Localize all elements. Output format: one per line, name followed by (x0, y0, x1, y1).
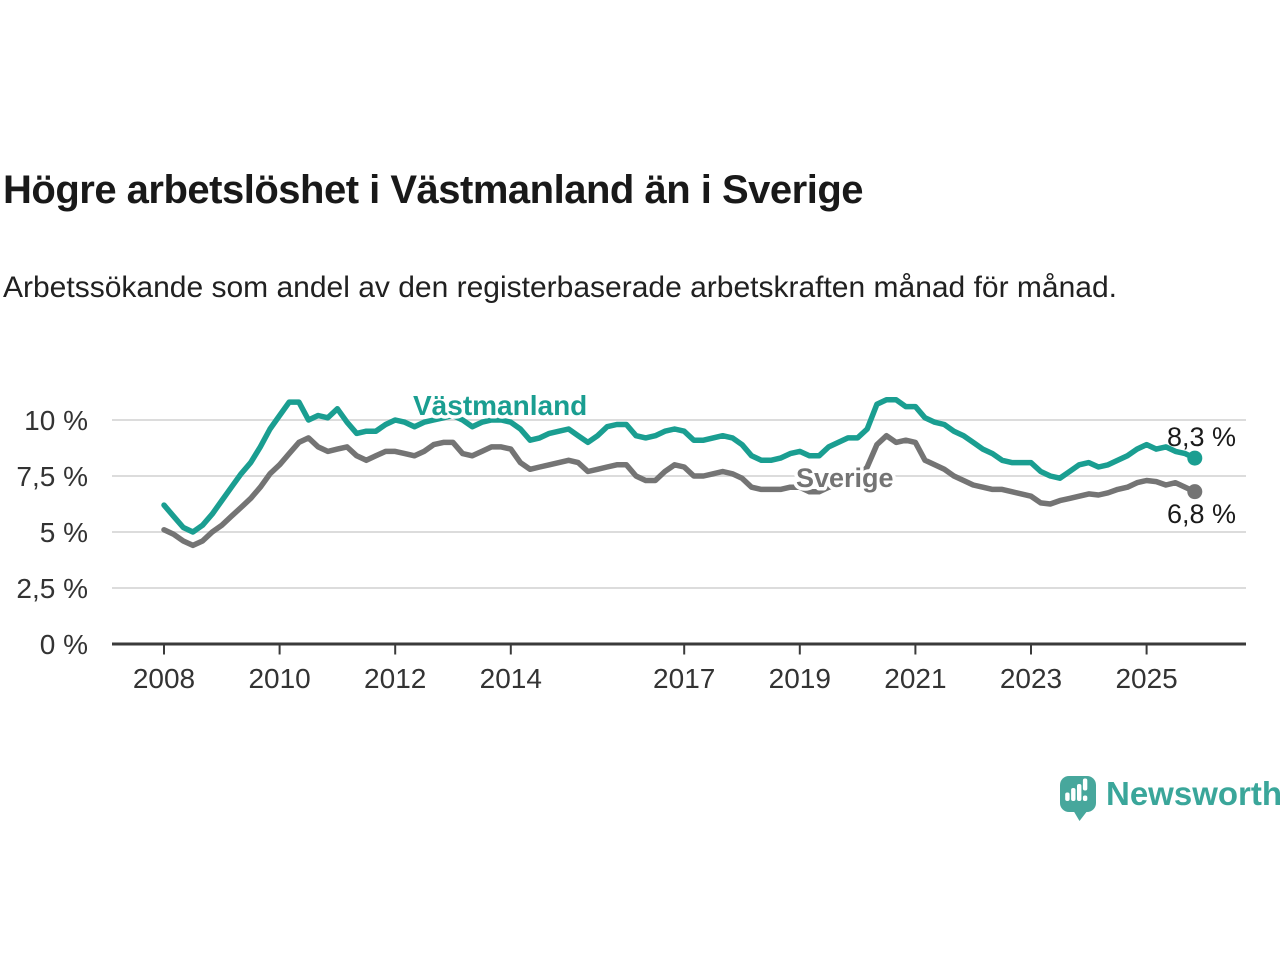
x-tick-label: 2012 (364, 663, 426, 694)
x-tick-label: 2019 (769, 663, 831, 694)
newsworthy-brand: Newsworthy (1106, 775, 1280, 812)
series-line-sverige (161, 432, 1198, 549)
y-tick-label: 5 % (40, 517, 88, 548)
y-tick-label: 2,5 % (16, 573, 88, 604)
x-tick-label: 2025 (1115, 663, 1177, 694)
series-end-dot-västmanland (1187, 450, 1203, 466)
line-chart: 2008 2010 2012 2014 2017 2019 2021 2023 2025 10 %… (16, 387, 1246, 694)
x-tick-label: 2023 (1000, 663, 1062, 694)
y-tick-label: 10 % (24, 405, 88, 436)
page-title: Högre arbetslöshet i Västmanland än i Sv… (3, 167, 864, 212)
series-line-västmanland (161, 397, 1198, 535)
newsworthy-logo-icon (1060, 776, 1096, 821)
series-end-dot-sverige (1187, 484, 1203, 500)
x-tick-label: 2017 (653, 663, 715, 694)
y-tick-label: 0 % (40, 629, 88, 660)
series-end-label-västmanland: 8,3 % (1167, 422, 1236, 452)
page-subtitle: Arbetssökande som andel av den registerb… (3, 271, 1117, 304)
x-tick-label: 2010 (248, 663, 310, 694)
series-end-label-sverige: 6,8 % (1167, 499, 1236, 529)
x-tick-label: 2014 (480, 663, 542, 694)
x-tick-label: 2021 (884, 663, 946, 694)
x-tick-label: 2008 (133, 663, 195, 694)
y-tick-label: 7,5 % (16, 461, 88, 492)
series-label-sverige: Sverige (796, 463, 894, 493)
chart-container: 2008 2010 2012 2014 2017 2019 2021 2023 2025 10 %… (0, 356, 1280, 700)
series-label-västmanland: Västmanland (413, 390, 587, 421)
